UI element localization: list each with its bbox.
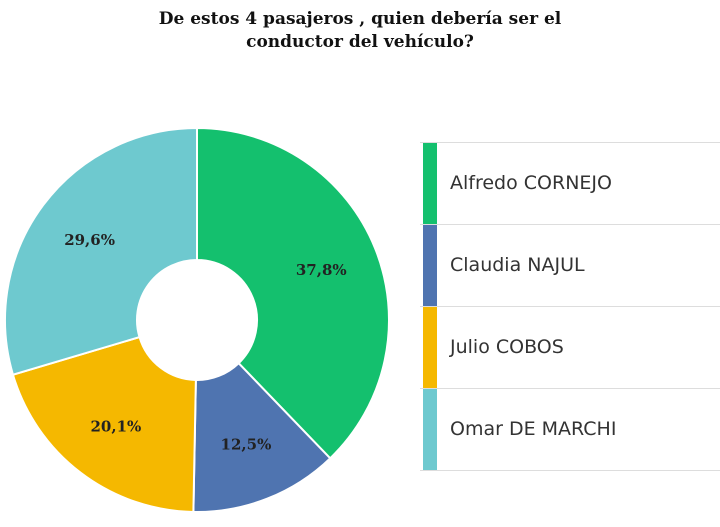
legend-label-de-marchi: Omar DE MARCHI: [450, 418, 617, 440]
legend-item-cornejo: Alfredo CORNEJO: [420, 143, 720, 225]
slice-label-cobos: 20,1%: [90, 418, 141, 436]
legend-item-cobos: Julio COBOS: [420, 307, 720, 389]
slice-cobos: [11, 335, 197, 513]
chart-title-line-2: conductor del vehículo?: [246, 32, 474, 52]
slice-cornejo: [196, 126, 390, 460]
chart-title-line-1: De estos 4 pasajeros , quien debería ser…: [158, 9, 562, 29]
legend-swatch-cornejo: [423, 143, 437, 224]
slice-label-najul: 12,5%: [221, 436, 272, 454]
slice-najul: [192, 361, 332, 513]
chart-legend: Alfredo CORNEJO Claudia NAJUL Julio COBO…: [420, 142, 720, 471]
chart-title: De estos 4 pasajeros , quien debería ser…: [100, 8, 620, 54]
legend-label-najul: Claudia NAJUL: [450, 254, 585, 276]
legend-label-cobos: Julio COBOS: [450, 336, 564, 358]
slice-label-cornejo: 37,8%: [296, 261, 347, 279]
slice-label-de-marchi: 29,6%: [64, 231, 115, 249]
legend-item-najul: Claudia NAJUL: [420, 225, 720, 307]
slice-de-marchi: [4, 126, 198, 376]
donut-chart: 37,8% 12,5% 20,1% 29,6%: [4, 126, 390, 513]
legend-swatch-cobos: [423, 307, 437, 388]
legend-swatch-de-marchi: [423, 389, 437, 470]
legend-item-de-marchi: Omar DE MARCHI: [420, 389, 720, 471]
legend-label-cornejo: Alfredo CORNEJO: [450, 172, 612, 194]
legend-swatch-najul: [423, 225, 437, 306]
